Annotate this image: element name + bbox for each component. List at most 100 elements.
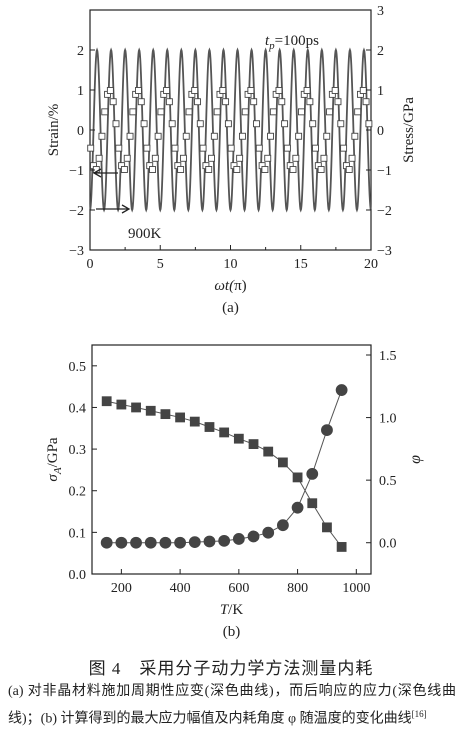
stress-marker xyxy=(205,166,213,173)
phi-marker xyxy=(306,467,319,480)
y-right-tick-label-a: 0 xyxy=(377,124,384,139)
y-left-tick-label-b: 0.2 xyxy=(69,485,87,500)
stress-marker xyxy=(210,132,218,140)
phi-marker xyxy=(276,519,289,532)
stress-marker xyxy=(219,87,227,94)
stress-marker xyxy=(250,98,258,106)
stress-marker xyxy=(177,166,185,173)
phi-marker xyxy=(159,536,172,549)
stress-marker xyxy=(95,154,103,162)
stress-marker xyxy=(227,144,235,152)
stress-marker xyxy=(101,108,109,116)
stress-marker xyxy=(354,108,362,116)
y-left-tick-label-b: 0.4 xyxy=(69,401,87,416)
stress-marker xyxy=(199,144,207,152)
phi-marker xyxy=(232,533,245,545)
stress-marker xyxy=(281,120,289,128)
sigma-marker xyxy=(277,457,288,468)
y-right-tick-label-a: 2 xyxy=(377,44,384,59)
stress-marker xyxy=(140,120,148,128)
stress-marker xyxy=(233,166,241,173)
x-tick-label-a: 5 xyxy=(157,257,164,272)
phi-marker xyxy=(174,536,187,549)
stress-marker xyxy=(317,166,325,173)
stress-marker xyxy=(334,98,342,106)
stress-marker xyxy=(151,154,159,162)
stress-marker xyxy=(348,154,356,162)
stress-marker xyxy=(331,87,339,94)
x-tick-label-a: 15 xyxy=(294,257,308,272)
stress-marker xyxy=(255,144,263,152)
stress-marker xyxy=(359,87,367,94)
x-axis-label-b: T/K xyxy=(220,602,244,618)
panel-label-b: (b) xyxy=(223,624,241,640)
stress-marker xyxy=(149,166,156,173)
stress-marker xyxy=(106,87,114,94)
stress-marker xyxy=(222,98,230,106)
stress-marker xyxy=(137,98,145,106)
stress-marker xyxy=(337,120,345,128)
stress-marker xyxy=(261,166,269,173)
stress-marker xyxy=(312,144,319,152)
y-right-tick-label-a: 1 xyxy=(377,84,384,99)
x-tick-label-a: 10 xyxy=(224,257,238,272)
sigma-marker xyxy=(189,416,200,427)
stress-marker xyxy=(326,108,334,116)
strain-line xyxy=(89,47,372,213)
sigma-marker xyxy=(160,409,171,420)
stress-marker xyxy=(303,87,311,94)
stress-marker xyxy=(292,154,300,162)
stress-marker xyxy=(345,166,353,173)
y-left-tick-label-a: 0 xyxy=(77,124,84,139)
plot-frame-b xyxy=(91,344,372,575)
stress-marker xyxy=(278,98,286,106)
stress-marker xyxy=(185,108,193,116)
chart-panel-b: 200 400 600 800 1000 0.0 0.1 0.2 0.3 0.4 0.5 0.0 0.5… xyxy=(45,344,424,640)
y-left-tick-label-a: 1 xyxy=(77,84,84,99)
stress-marker xyxy=(123,154,131,162)
stress-markers xyxy=(87,87,373,173)
x-tick-label-a: 0 xyxy=(87,257,94,272)
stress-marker xyxy=(191,87,199,94)
stress-marker xyxy=(269,108,277,116)
stress-marker xyxy=(351,132,359,140)
stress-marker xyxy=(157,108,165,116)
phi-marker xyxy=(321,424,333,436)
phi-marker xyxy=(291,501,304,514)
stress-marker xyxy=(247,87,255,94)
stress-marker xyxy=(168,120,176,128)
stress-marker xyxy=(109,98,117,106)
figure: 0 5 10 15 20−3−2−1012−3−2−10123ωt(π)Strain/%… xyxy=(45,4,424,640)
y-right-tick-label-a: −2 xyxy=(377,204,392,219)
stress-marker xyxy=(112,120,120,128)
y-left-tick-label-b: 0.1 xyxy=(69,526,87,541)
stress-marker xyxy=(213,108,221,116)
sigma-marker xyxy=(116,399,127,410)
y-right-tick-label-b: 1.0 xyxy=(379,412,397,427)
sigma-marker xyxy=(307,498,318,509)
stress-marker xyxy=(309,120,317,128)
stress-marker xyxy=(208,154,215,162)
y-left-axis-label-a: Strain/% xyxy=(46,104,62,157)
tp-annotation: tp=100ps xyxy=(265,33,319,52)
y-right-tick-label-a: −1 xyxy=(377,164,392,179)
phi-marker xyxy=(100,536,113,549)
stress-marker xyxy=(365,120,373,128)
stress-marker xyxy=(298,108,305,116)
phi-marker xyxy=(262,526,275,539)
caption-text: (a) 对非晶材料施加周期性应变(深色曲线)，而后响应的应力(深色线曲线)；(b… xyxy=(8,684,456,727)
figure-caption-title: 图 4 采用分子动力学方法测量内耗 xyxy=(88,659,374,678)
stress-marker xyxy=(154,132,162,140)
y-right-tick-label-a: 3 xyxy=(377,4,384,19)
stress-marker xyxy=(306,98,314,106)
x-tick-label-b: 200 xyxy=(111,581,132,596)
sigma-marker xyxy=(175,412,186,423)
stress-marker xyxy=(194,98,201,106)
stress-marker xyxy=(320,154,328,162)
stress-marker xyxy=(283,144,291,152)
x-axis-label-a: ωt(π) xyxy=(214,278,246,294)
phi-line xyxy=(106,389,343,544)
plot-frame-a xyxy=(89,9,372,251)
sigma-marker xyxy=(219,427,230,438)
y-left-tick-label-a: −3 xyxy=(69,244,84,259)
